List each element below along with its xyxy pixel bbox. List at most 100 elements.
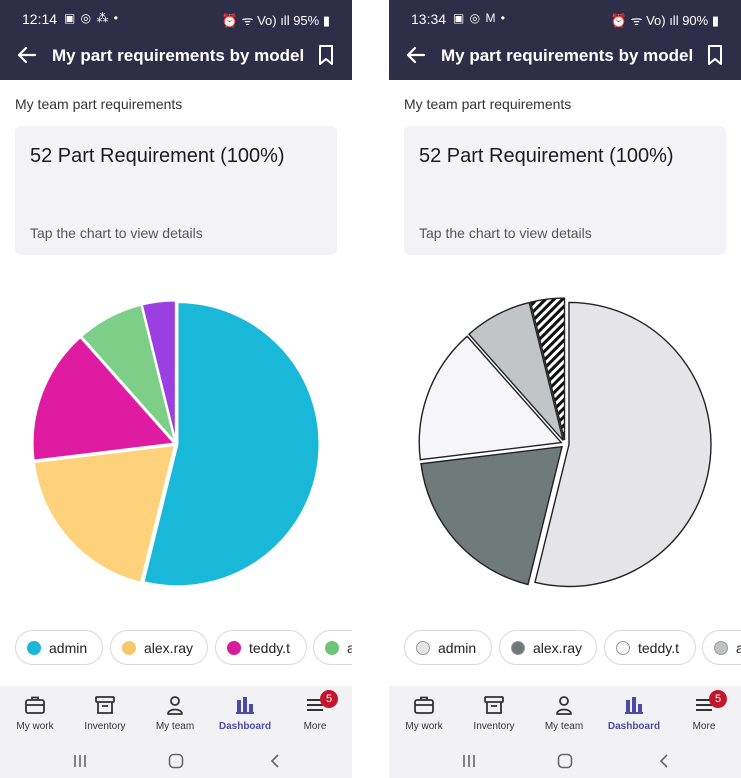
briefcase-icon [25, 696, 45, 714]
nav-label: Dashboard [607, 721, 661, 732]
home-icon[interactable] [556, 753, 574, 769]
pie-slice-4[interactable] [140, 299, 177, 443]
legend-chip-admin[interactable]: admin [15, 630, 103, 665]
nav-inventory[interactable]: Inventory [459, 686, 529, 744]
back-icon[interactable] [266, 753, 284, 769]
nav-more[interactable]: 5 More [280, 686, 350, 744]
back-icon[interactable] [655, 753, 673, 769]
notification-badge: 5 [709, 690, 727, 708]
nav-my-work[interactable]: My work [0, 686, 70, 744]
unchecked-circle-icon [416, 641, 430, 655]
nav-dashboard[interactable]: Dashboard [599, 686, 669, 744]
legend: admin alex.ray teddy.t a [15, 630, 352, 666]
summary-card: 52 Part Requirement (100%) Tap the chart… [404, 126, 726, 255]
nav-label: My work [405, 721, 443, 732]
archive-box-icon [95, 696, 115, 714]
pie-slice-4[interactable] [529, 297, 566, 441]
card-title: 52 Part Requirement (100%) [419, 145, 674, 167]
legend-chip-alex-ray[interactable]: alex.ray [499, 630, 597, 665]
summary-card: 52 Part Requirement (100%) Tap the chart… [15, 126, 337, 255]
legend-chip-partial[interactable]: a [313, 630, 352, 665]
page-title: My part requirements by model [441, 46, 694, 65]
check-icon [122, 641, 136, 655]
nav-dashboard[interactable]: Dashboard [210, 686, 280, 744]
unchecked-circle-icon [616, 641, 630, 655]
nav-label: Inventory [473, 721, 515, 732]
nav-label: Dashboard [218, 721, 272, 732]
legend: admin alex.ray teddy.t a [404, 630, 741, 666]
check-icon [325, 641, 339, 655]
person-icon [556, 696, 572, 715]
section-label: My team part requirements [404, 96, 572, 112]
legend-label: teddy.t [638, 640, 679, 656]
check-icon [227, 641, 241, 655]
pie-slice-0[interactable] [142, 301, 321, 588]
status-bar: 12:14 ▣ ◎ ⁂ • ⏰ ᯤ Vo) ıll 95% ▮ [0, 0, 352, 34]
pie-slice-0[interactable] [534, 301, 712, 588]
phone-screen-right: 13:34 ▣ ◎ M • ⏰ ᯤ Vo) ıll 90% ▮ My part … [389, 0, 741, 778]
status-bar: 13:34 ▣ ◎ M • ⏰ ᯤ Vo) ıll 90% ▮ [389, 0, 741, 34]
recent-apps-icon[interactable] [460, 753, 478, 769]
nav-my-team[interactable]: My team [140, 686, 210, 744]
legend-label: admin [438, 640, 477, 656]
back-arrow-icon[interactable] [14, 42, 40, 68]
card-title: 52 Part Requirement (100%) [30, 145, 285, 167]
legend-label: a [736, 640, 741, 656]
app-bar: My part requirements by model [389, 34, 741, 80]
nav-label: My team [155, 721, 195, 732]
page-title: My part requirements by model [52, 46, 305, 65]
status-indicators: ⏰ ᯤ Vo) ıll 90% ▮ [610, 13, 719, 28]
pie-chart[interactable] [0, 284, 352, 604]
archive-box-icon [484, 696, 504, 714]
notification-icons: ▣ ◎ M • [453, 11, 507, 25]
nav-my-team[interactable]: My team [529, 686, 599, 744]
bar-chart-icon [236, 697, 254, 714]
home-icon[interactable] [167, 753, 185, 769]
system-navigation-bar [389, 744, 741, 778]
bottom-navigation: My work Inventory My team Dashboard 5 Mo… [389, 686, 741, 744]
section-label: My team part requirements [15, 96, 183, 112]
nav-inventory[interactable]: Inventory [70, 686, 140, 744]
person-icon [167, 696, 183, 715]
pie-slice-1[interactable] [420, 445, 563, 586]
legend-label: a [347, 640, 352, 656]
pie-chart[interactable] [389, 284, 741, 604]
recent-apps-icon[interactable] [71, 753, 89, 769]
bookmark-icon[interactable] [705, 43, 725, 67]
status-time: 13:34 [411, 11, 447, 27]
unchecked-circle-icon [714, 641, 728, 655]
nav-label: More [692, 721, 716, 732]
pie-slice-2[interactable] [418, 335, 563, 461]
bookmark-icon[interactable] [316, 43, 336, 67]
check-icon [27, 641, 41, 655]
legend-chip-partial[interactable]: a [702, 630, 741, 665]
status-indicators: ⏰ ᯤ Vo) ıll 95% ▮ [221, 13, 330, 28]
bar-chart-icon [625, 697, 643, 714]
system-navigation-bar [0, 744, 352, 778]
unchecked-circle-icon [511, 641, 525, 655]
card-hint: Tap the chart to view details [419, 225, 592, 241]
pie-slice-2[interactable] [31, 335, 177, 462]
legend-label: alex.ray [533, 640, 583, 656]
nav-label: More [303, 721, 327, 732]
app-bar: My part requirements by model [0, 34, 352, 80]
pie-slice-1[interactable] [32, 443, 177, 585]
legend-label: teddy.t [249, 640, 290, 656]
nav-label: My team [544, 721, 584, 732]
legend-chip-teddy-t[interactable]: teddy.t [215, 630, 307, 665]
nav-my-work[interactable]: My work [389, 686, 459, 744]
card-hint: Tap the chart to view details [30, 225, 203, 241]
legend-label: alex.ray [144, 640, 194, 656]
pie-slice-3[interactable] [467, 301, 564, 441]
briefcase-icon [414, 696, 434, 714]
notification-badge: 5 [320, 690, 338, 708]
bottom-navigation: My work Inventory My team Dashboard 5 Mo… [0, 686, 352, 744]
legend-label: admin [49, 640, 88, 656]
back-arrow-icon[interactable] [403, 42, 429, 68]
legend-chip-alex-ray[interactable]: alex.ray [110, 630, 208, 665]
notification-icons: ▣ ◎ ⁂ • [64, 11, 120, 25]
legend-chip-teddy-t[interactable]: teddy.t [604, 630, 696, 665]
nav-more[interactable]: 5 More [669, 686, 739, 744]
legend-chip-admin[interactable]: admin [404, 630, 492, 665]
nav-label: My work [16, 721, 54, 732]
